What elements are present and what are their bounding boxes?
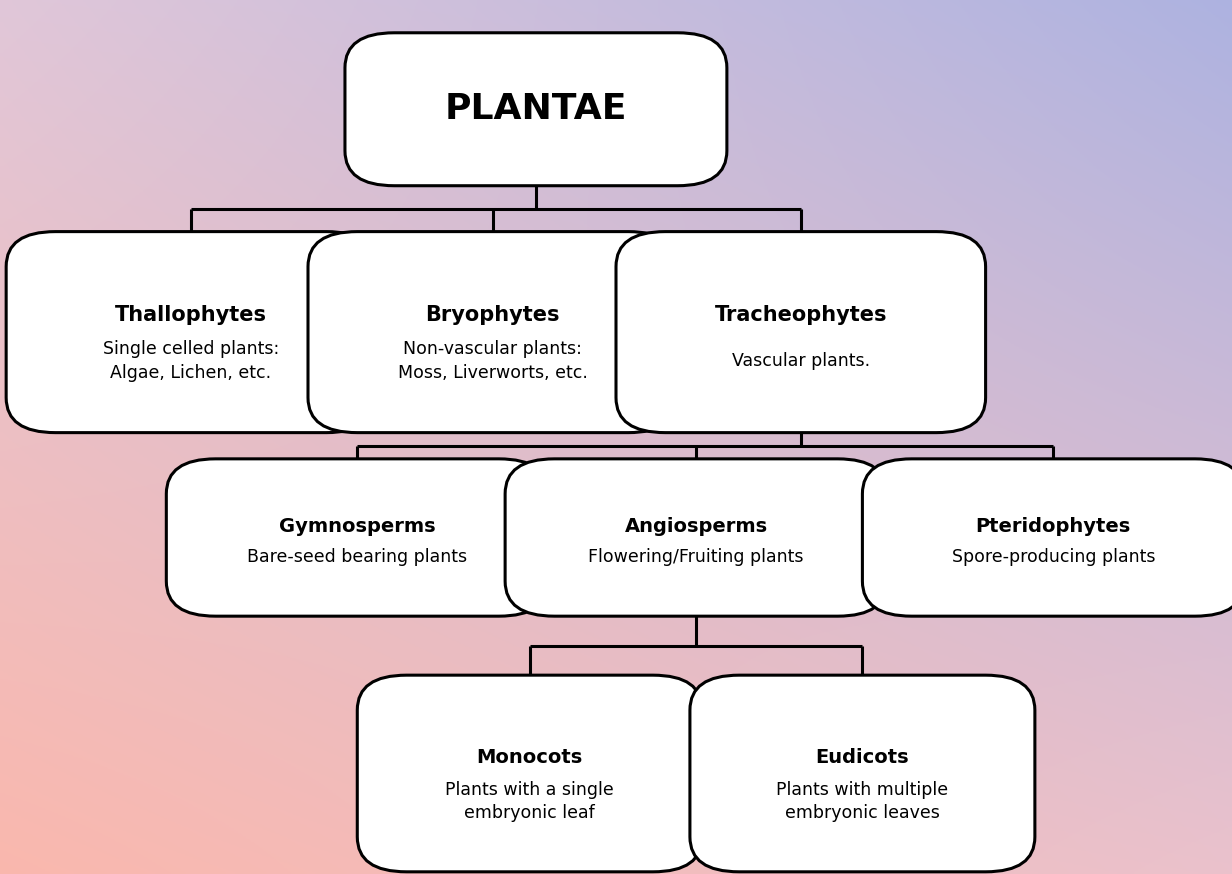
- FancyBboxPatch shape: [862, 459, 1232, 616]
- Text: Monocots: Monocots: [477, 747, 583, 766]
- FancyBboxPatch shape: [690, 675, 1035, 871]
- Text: Angiosperms: Angiosperms: [625, 517, 768, 536]
- Text: Non-vascular plants:
Moss, Liverworts, etc.: Non-vascular plants: Moss, Liverworts, e…: [398, 340, 588, 382]
- Text: Pteridophytes: Pteridophytes: [976, 517, 1131, 536]
- Text: PLANTAE: PLANTAE: [445, 93, 627, 126]
- Text: Plants with a single
embryonic leaf: Plants with a single embryonic leaf: [446, 780, 614, 822]
- FancyBboxPatch shape: [616, 232, 986, 433]
- Text: Bare-seed bearing plants: Bare-seed bearing plants: [248, 548, 467, 565]
- Text: Single celled plants:
Algae, Lichen, etc.: Single celled plants: Algae, Lichen, etc…: [102, 340, 280, 382]
- Text: Plants with multiple
embryonic leaves: Plants with multiple embryonic leaves: [776, 780, 949, 822]
- Text: Gymnosperms: Gymnosperms: [278, 517, 436, 536]
- Text: Flowering/Fruiting plants: Flowering/Fruiting plants: [589, 548, 803, 565]
- Text: Tracheophytes: Tracheophytes: [715, 305, 887, 325]
- FancyBboxPatch shape: [308, 232, 678, 433]
- Text: Thallophytes: Thallophytes: [115, 305, 267, 325]
- FancyBboxPatch shape: [166, 459, 548, 616]
- Text: Eudicots: Eudicots: [816, 747, 909, 766]
- FancyBboxPatch shape: [6, 232, 376, 433]
- FancyBboxPatch shape: [357, 675, 702, 871]
- FancyBboxPatch shape: [505, 459, 887, 616]
- FancyBboxPatch shape: [345, 33, 727, 186]
- Text: Vascular plants.: Vascular plants.: [732, 352, 870, 370]
- Text: Spore-producing plants: Spore-producing plants: [951, 548, 1156, 565]
- Text: Bryophytes: Bryophytes: [425, 305, 561, 325]
